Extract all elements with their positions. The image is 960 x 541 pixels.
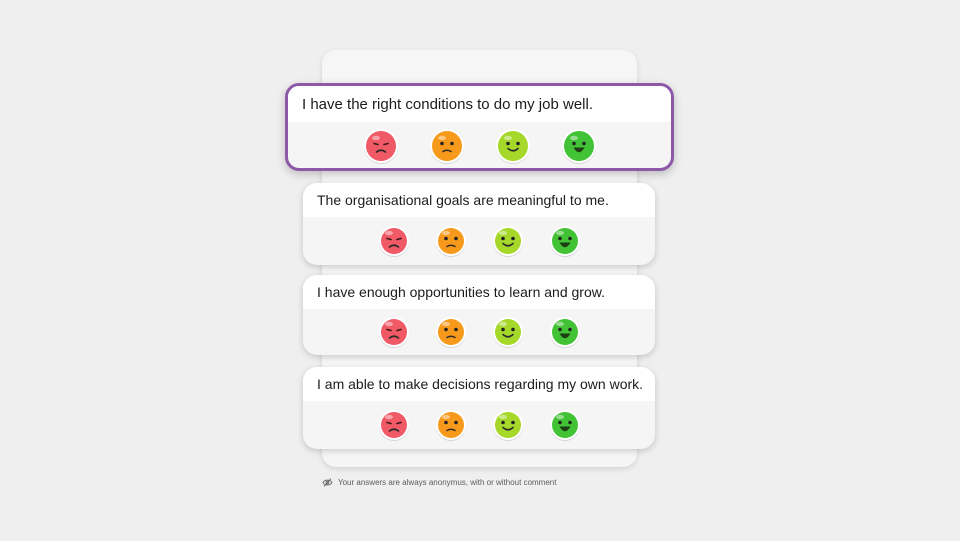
rating-row bbox=[303, 217, 655, 265]
question-text: I have enough opportunities to learn and… bbox=[303, 275, 655, 309]
unhappy-face-icon[interactable] bbox=[428, 127, 466, 165]
question-card-make-decisions: I am able to make decisions regarding my… bbox=[303, 367, 655, 449]
question-card-learn-and-grow: I have enough opportunities to learn and… bbox=[303, 275, 655, 355]
question-card-organisational-goals: The organisational goals are meaningful … bbox=[303, 183, 655, 265]
very-unhappy-face-icon[interactable] bbox=[377, 408, 411, 442]
happy-face-icon[interactable] bbox=[491, 224, 525, 258]
eye-off-icon bbox=[322, 478, 333, 487]
unhappy-face-icon[interactable] bbox=[434, 408, 468, 442]
question-card-right-conditions: I have the right conditions to do my job… bbox=[285, 83, 674, 171]
unhappy-face-icon[interactable] bbox=[434, 224, 468, 258]
rating-row bbox=[288, 122, 671, 168]
happy-face-icon[interactable] bbox=[491, 408, 525, 442]
anonymity-note: Your answers are always anonymus, with o… bbox=[322, 478, 556, 487]
happy-face-icon[interactable] bbox=[491, 315, 525, 349]
very-unhappy-face-icon[interactable] bbox=[362, 127, 400, 165]
question-text: The organisational goals are meaningful … bbox=[303, 183, 655, 217]
rating-row bbox=[303, 401, 655, 449]
anonymity-note-text: Your answers are always anonymus, with o… bbox=[338, 478, 557, 487]
very-unhappy-face-icon[interactable] bbox=[377, 224, 411, 258]
question-text: I have the right conditions to do my job… bbox=[288, 86, 671, 122]
very-happy-face-icon[interactable] bbox=[560, 127, 598, 165]
very-unhappy-face-icon[interactable] bbox=[377, 315, 411, 349]
very-happy-face-icon[interactable] bbox=[548, 408, 582, 442]
happy-face-icon[interactable] bbox=[494, 127, 532, 165]
unhappy-face-icon[interactable] bbox=[434, 315, 468, 349]
question-text: I am able to make decisions regarding my… bbox=[303, 367, 655, 401]
very-happy-face-icon[interactable] bbox=[548, 315, 582, 349]
very-happy-face-icon[interactable] bbox=[548, 224, 582, 258]
rating-row bbox=[303, 309, 655, 355]
